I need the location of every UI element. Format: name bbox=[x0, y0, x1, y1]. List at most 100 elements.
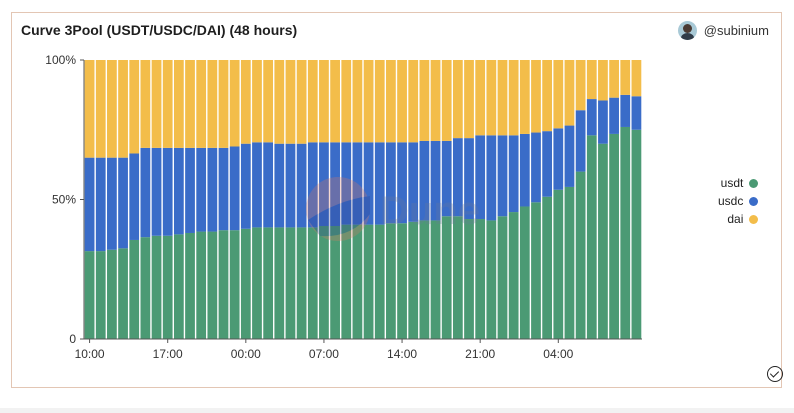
bar-dai-41 bbox=[542, 60, 553, 132]
dune-logo-wave bbox=[308, 196, 370, 237]
bar-usdt-20 bbox=[307, 227, 318, 339]
x-tick-label-5: 21:00 bbox=[465, 347, 495, 361]
bar-usdt-5 bbox=[140, 237, 151, 339]
bar-usdc-24 bbox=[352, 142, 363, 225]
bar-usdc-21 bbox=[319, 142, 329, 226]
bar-dai-5 bbox=[140, 60, 151, 148]
legend: usdt usdc dai bbox=[718, 174, 759, 228]
bar-usdc-26 bbox=[374, 142, 385, 225]
bar-dai-47 bbox=[609, 60, 619, 98]
bar-usdt-37 bbox=[497, 216, 508, 339]
legend-dot-icon-usdt bbox=[749, 178, 759, 188]
bar-usdt-18 bbox=[285, 227, 296, 339]
bar-usdc-15 bbox=[252, 142, 262, 228]
bar-dai-38 bbox=[508, 60, 519, 136]
bar-usdc-33 bbox=[452, 138, 463, 217]
bar-usdc-49 bbox=[631, 96, 642, 130]
bar-dai-4 bbox=[129, 60, 140, 154]
bar-dai-35 bbox=[475, 60, 486, 136]
bar-usdt-30 bbox=[419, 220, 430, 339]
legend-item-usdt[interactable]: usdt bbox=[718, 174, 759, 192]
bar-usdc-8 bbox=[173, 147, 184, 235]
bar-dai-46 bbox=[598, 60, 608, 101]
bar-dai-9 bbox=[185, 60, 195, 148]
bar-usdt-29 bbox=[408, 221, 419, 339]
legend-item-usdc[interactable]: usdc bbox=[718, 192, 759, 210]
bar-usdc-5 bbox=[140, 147, 151, 238]
y-tick-label-0: 0 bbox=[69, 332, 76, 346]
bar-dai-42 bbox=[553, 60, 564, 129]
y-tick-label-2: 100% bbox=[45, 53, 76, 67]
bar-usdc-46 bbox=[598, 100, 608, 144]
bar-usdt-42 bbox=[553, 189, 564, 339]
bar-usdt-43 bbox=[564, 186, 575, 339]
bar-usdc-4 bbox=[129, 153, 140, 240]
bar-usdc-11 bbox=[207, 147, 218, 232]
bar-usdc-14 bbox=[240, 143, 251, 229]
bar-usdc-1 bbox=[95, 157, 106, 252]
bar-dai-13 bbox=[229, 60, 240, 147]
bar-usdc-17 bbox=[274, 143, 285, 228]
bar-dai-32 bbox=[441, 60, 452, 141]
bar-dai-44 bbox=[575, 60, 586, 111]
dune-watermark-text: Dune bbox=[380, 189, 480, 233]
bar-usdc-48 bbox=[620, 94, 631, 127]
bar-usdc-45 bbox=[586, 99, 597, 136]
bar-dai-29 bbox=[408, 60, 419, 143]
x-tick-label-1: 17:00 bbox=[153, 347, 183, 361]
bar-usdt-21 bbox=[319, 226, 329, 339]
bar-usdt-10 bbox=[196, 231, 207, 339]
bar-usdt-45 bbox=[586, 135, 597, 339]
bar-dai-14 bbox=[240, 60, 251, 144]
check-circle-icon[interactable] bbox=[767, 366, 783, 382]
bar-usdc-39 bbox=[519, 133, 530, 207]
bar-usdt-26 bbox=[374, 224, 385, 339]
bar-usdt-47 bbox=[609, 133, 619, 339]
bar-dai-1 bbox=[95, 60, 106, 158]
bar-usdc-37 bbox=[497, 135, 508, 217]
author-link[interactable]: @subinium bbox=[677, 21, 769, 40]
bar-usdt-15 bbox=[252, 227, 262, 339]
bar-usdt-49 bbox=[631, 129, 642, 339]
bar-usdc-18 bbox=[285, 143, 296, 228]
legend-dot-icon-usdc bbox=[749, 196, 759, 206]
bar-dai-26 bbox=[374, 60, 385, 143]
bar-usdt-22 bbox=[330, 226, 340, 339]
bar-usdc-20 bbox=[307, 142, 318, 228]
dune-watermark: Dune bbox=[306, 177, 480, 241]
bar-usdt-41 bbox=[542, 196, 553, 339]
bar-usdt-32 bbox=[441, 216, 452, 339]
bar-usdc-3 bbox=[118, 157, 128, 249]
bar-dai-27 bbox=[386, 60, 396, 143]
bar-dai-43 bbox=[564, 60, 575, 126]
x-tick-label-4: 14:00 bbox=[387, 347, 417, 361]
bar-usdt-13 bbox=[229, 230, 240, 339]
bar-usdt-8 bbox=[173, 234, 184, 340]
bar-usdc-29 bbox=[408, 142, 419, 222]
bar-usdc-12 bbox=[218, 147, 229, 231]
bar-dai-28 bbox=[397, 60, 407, 143]
bar-usdt-14 bbox=[240, 228, 251, 339]
bar-usdc-10 bbox=[196, 147, 207, 232]
legend-item-dai[interactable]: dai bbox=[718, 210, 759, 228]
bar-dai-24 bbox=[352, 60, 363, 143]
chart-title: Curve 3Pool (USDT/USDC/DAI) (48 hours) bbox=[21, 22, 298, 38]
bar-usdc-36 bbox=[486, 135, 497, 221]
bar-usdt-48 bbox=[620, 126, 631, 340]
bar-usdt-23 bbox=[341, 224, 352, 339]
bar-dai-30 bbox=[419, 60, 430, 141]
bar-usdt-12 bbox=[218, 230, 229, 339]
bar-usdc-32 bbox=[441, 140, 452, 217]
bar-usdc-0 bbox=[84, 157, 95, 252]
bar-usdt-31 bbox=[430, 220, 441, 339]
bar-usdt-24 bbox=[352, 224, 363, 339]
x-tick-label-3: 07:00 bbox=[309, 347, 339, 361]
chart-card: Curve 3Pool (USDT/USDC/DAI) (48 hours) @… bbox=[11, 12, 782, 388]
bar-dai-20 bbox=[307, 60, 318, 143]
bar-dai-8 bbox=[173, 60, 184, 148]
bar-usdc-42 bbox=[553, 128, 564, 190]
bar-usdc-7 bbox=[162, 147, 173, 236]
bar-usdt-35 bbox=[475, 219, 486, 339]
bar-usdc-30 bbox=[419, 140, 430, 221]
bar-dai-17 bbox=[274, 60, 285, 144]
